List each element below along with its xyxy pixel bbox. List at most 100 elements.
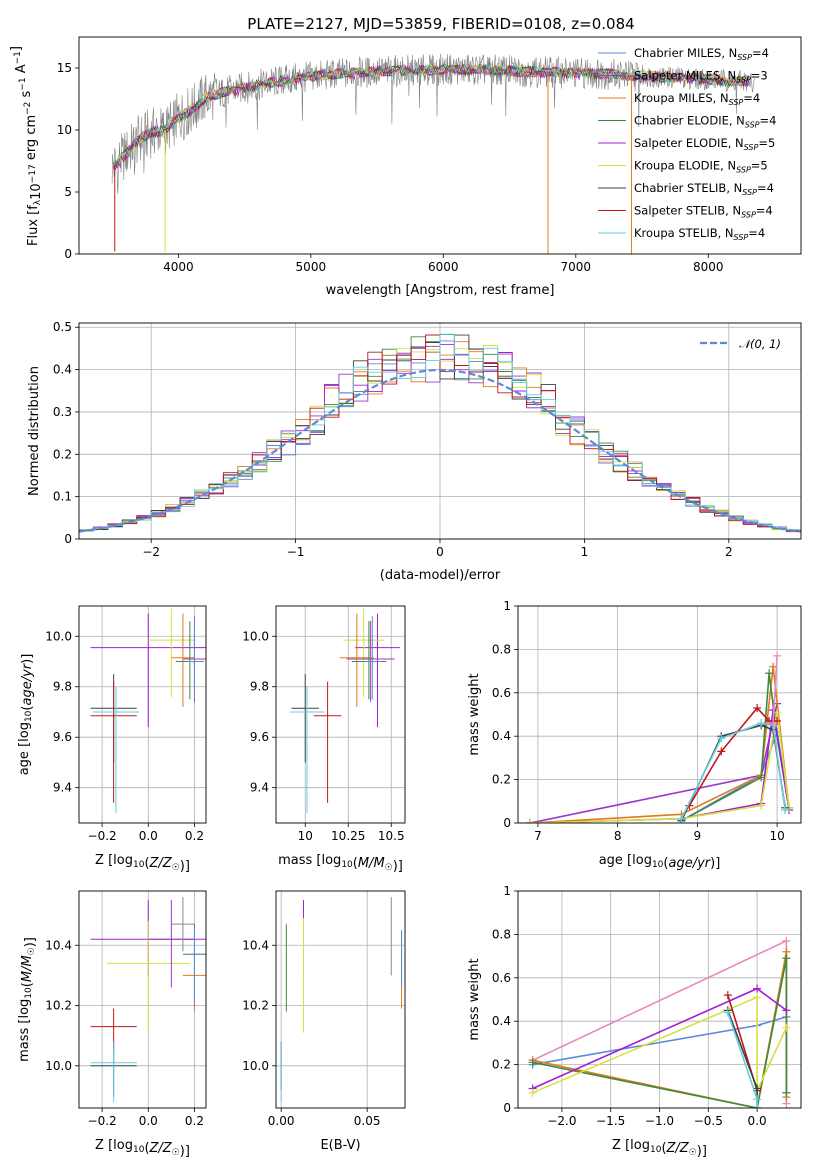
label-part: E(B-V) <box>320 1138 360 1153</box>
data-spectrum <box>111 53 755 195</box>
y-tick-label: 10.2 <box>242 999 269 1013</box>
label-part: ( <box>20 982 35 987</box>
label-part: ( <box>663 856 668 871</box>
clip-res-layer <box>79 333 801 534</box>
x-tick-label: 7000 <box>561 260 592 274</box>
label-part: Z [log <box>95 853 133 868</box>
weight-line-5 <box>532 996 788 1094</box>
label-part: ( <box>144 1141 149 1156</box>
y-tick-label: 10.2 <box>45 999 72 1013</box>
weight-marker <box>782 954 791 963</box>
weight-line-9 <box>772 655 778 724</box>
legend-entry: 𝒩(0, 1) <box>739 337 781 351</box>
x-tick-label: 8000 <box>693 260 724 274</box>
label-part: )] <box>180 859 190 874</box>
mass_vs_Z-frame <box>78 890 207 1109</box>
legend-part: Salpeter MILES, N <box>634 69 736 83</box>
spectrum-axes: 4000 5000 6000 7000 8000 0 5 10 15 <box>57 61 724 274</box>
age_vs_Z-xlabel: Z [log10(Z/Z☉)] <box>95 853 190 874</box>
weight-marker <box>773 651 782 660</box>
y-tick-label: 0 <box>503 816 511 830</box>
label-part: mass [log <box>278 853 341 868</box>
label-part: )] <box>180 1144 190 1159</box>
residual-frame <box>78 322 802 540</box>
legend-entry: Salpeter MILES, NSSP=3 <box>634 69 768 85</box>
x-tick-label: 0.00 <box>268 1114 295 1128</box>
y-tick-label: 1 <box>503 884 511 898</box>
weight-marker <box>782 936 791 945</box>
y-tick-label: 0 <box>64 247 72 261</box>
clip-spec-layer <box>111 53 755 254</box>
model-fit-8 <box>113 63 750 166</box>
x-tick-label: −2 <box>142 545 160 559</box>
weight_vs_age-ylabel: mass weight <box>467 673 482 755</box>
label-part: wavelength [Angstrom, rest frame] <box>326 283 555 298</box>
legend-part: SSP <box>729 98 744 107</box>
weight-marker <box>782 1088 791 1097</box>
residual-ylabel: Normed distribution <box>27 366 42 496</box>
legend-part: =4 <box>760 114 777 128</box>
label-part: ( <box>353 856 358 871</box>
label-part: Flux [f <box>26 205 41 246</box>
y-tick-label: 0.4 <box>492 1014 511 1028</box>
legend-part: Kroupa MILES, N <box>634 91 729 105</box>
label-part: Normed distribution <box>27 366 42 496</box>
legend-entry: Kroupa STELIB, NSSP=4 <box>634 226 765 242</box>
label-part: mass [log <box>17 999 32 1062</box>
label-part: )] <box>23 937 38 947</box>
legend-entry: Chabrier ELODIE, NSSP=4 <box>634 114 776 130</box>
age_vs_mass-xlabel: mass [log10(M/M☉)] <box>278 853 403 874</box>
residual-axes: −2 −1 0 1 2 0 0.1 0.2 0.3 0.4 0.5 <box>53 320 801 559</box>
spectrum-xlabel: wavelength [Angstrom, rest frame] <box>326 283 555 298</box>
x-tick-label: 6000 <box>428 260 459 274</box>
legend-entry: Chabrier MILES, NSSP=4 <box>634 46 769 62</box>
age_vs_Z-frame <box>78 605 207 824</box>
label-part: )] <box>20 654 35 664</box>
weight-marker <box>782 1023 791 1032</box>
x-tick-label: −0.2 <box>88 829 117 843</box>
label-part: 10 <box>24 710 34 722</box>
label-part: ☉ <box>172 863 180 873</box>
label-part: ☉ <box>689 1148 697 1158</box>
y-tick-label: 0.2 <box>53 447 72 461</box>
spectrum-frame <box>78 36 802 255</box>
legend-part: Chabrier MILES, N <box>634 46 737 60</box>
x-tick-label: −0.5 <box>694 1114 723 1128</box>
weight-marker <box>717 734 726 743</box>
x-tick-label: 0.2 <box>185 1114 204 1128</box>
x-tick-label: 0.2 <box>185 829 204 843</box>
x-tick-label: −0.2 <box>88 1114 117 1128</box>
y-tick-label: 10.4 <box>242 938 269 952</box>
label-part: 10 <box>29 183 44 200</box>
label-part: Z/Z <box>149 856 173 871</box>
label-part: ] <box>9 46 24 51</box>
weight-marker <box>781 805 790 814</box>
legend-part: Kroupa ELODIE, N <box>634 159 736 173</box>
x-tick-label: 10.25 <box>331 829 365 843</box>
legend-part: =4 <box>743 91 760 105</box>
label-part: 10 <box>133 1145 145 1155</box>
weight_vs_Z-axes: −2.0 −1.5 −1.0 −0.5 0.0 0 0.2 0.4 0.6 0.8 1 <box>492 884 801 1128</box>
legend-part: =4 <box>752 46 769 60</box>
x-tick-label: 0.0 <box>139 829 158 843</box>
x-tick-label: 1 <box>581 545 589 559</box>
y-tick-label: 0.6 <box>492 971 511 985</box>
legend-part: SSP <box>744 143 759 152</box>
weight-marker <box>525 819 534 823</box>
legend-part: Kroupa STELIB, N <box>634 226 734 240</box>
weight-marker <box>753 984 762 993</box>
x-tick-label: 10 <box>769 829 784 843</box>
weight-marker <box>723 991 732 1000</box>
x-tick-label: 0.0 <box>748 1114 767 1128</box>
y-tick-label: 0.8 <box>492 642 511 656</box>
x-tick-label: 0.0 <box>139 1114 158 1128</box>
weight-marker <box>753 1104 762 1108</box>
y-tick-label: 9.4 <box>250 781 269 795</box>
label-part: ( <box>20 706 35 711</box>
mass_vs_Z-ylabel: mass [log10(M/M☉)] <box>17 937 38 1062</box>
label-part: (data-model)/error <box>380 568 501 583</box>
age_vs_mass-axes: 10 10.25 10.5 9.4 9.6 9.8 10.0 <box>242 606 405 843</box>
legend-part: SSP <box>745 121 760 130</box>
label-part: ☉ <box>385 863 393 873</box>
weight-marker <box>753 1095 762 1104</box>
